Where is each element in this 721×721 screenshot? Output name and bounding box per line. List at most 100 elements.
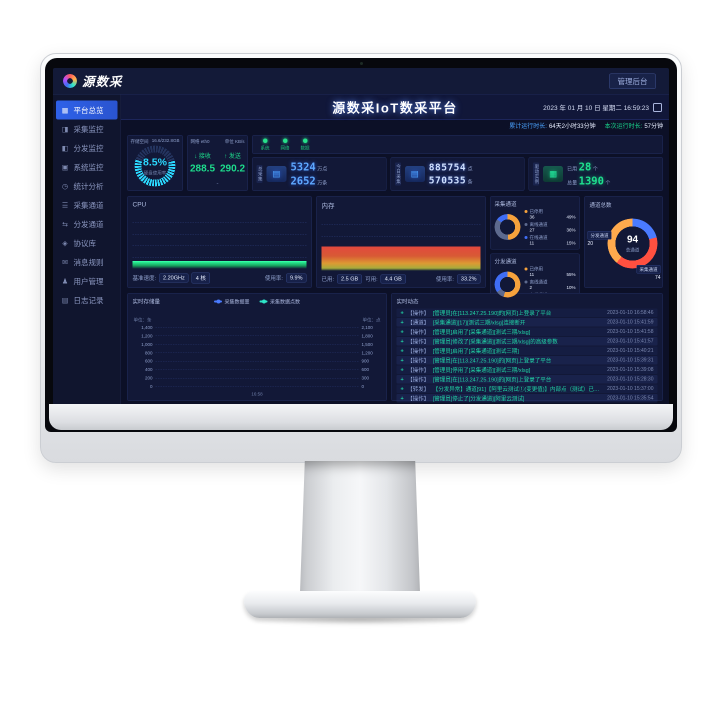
chart-legend-item[interactable]: 采集数据量 xyxy=(214,298,250,305)
sidebar-item[interactable]: ◷ 统计分析 xyxy=(53,177,121,196)
grid-row: 0 0 xyxy=(133,384,382,389)
dispatch-channels-title: 分发通道 xyxy=(494,259,517,265)
activity-row[interactable]: + 【转发】 【分发异常】通道[91]【阿里云测试①(变更值)】内部点（测试）已… xyxy=(396,384,658,393)
memory-used-label: 已用: xyxy=(321,276,335,283)
cpu-cores-value: 4 核 xyxy=(191,272,210,284)
memory-avail-value: 4.4 GB xyxy=(380,274,406,284)
legend-item[interactable]: 已停用 11 55% xyxy=(524,266,576,277)
legend-percent: 49% xyxy=(566,214,576,220)
sidebar-item-icon: ⇆ xyxy=(62,219,68,228)
legend-item[interactable]: 已停用 36 49% xyxy=(524,208,576,220)
brand: 源数采 xyxy=(53,72,123,90)
channel-total-value: 94 xyxy=(626,234,639,245)
activity-row[interactable]: + 【操作】 [管理员]在[113.247.25.190]的[网页]上登录了平台… xyxy=(396,375,658,384)
sidebar-item-icon: ◧ xyxy=(61,143,69,152)
titlebar: 源数采IoT数采平台 2023 年 01 月 10 日 星期二 16:59:23 xyxy=(121,94,669,120)
page-title: 源数采IoT数采平台 xyxy=(332,100,458,116)
driver-instance-card: 驱动实例 ▦ 已用 28 个 总量 1390 个 xyxy=(528,157,664,191)
sidebar-item[interactable]: ⇆ 分发通道 xyxy=(53,215,121,234)
uptime-total-label: 累计运行时长: xyxy=(509,122,547,130)
storage-title: 存储空间 xyxy=(130,139,149,144)
right-axis-unit: 单位：点 xyxy=(362,317,381,323)
stand-shadow xyxy=(252,615,468,625)
fullscreen-icon[interactable] xyxy=(653,102,662,112)
legend-value: 2 xyxy=(529,285,533,290)
uptime-row: 累计运行时长: 64天2小时33分钟 本次运行时长: 57分钟 xyxy=(127,120,663,131)
sidebar-item[interactable]: ♟ 用户管理 xyxy=(53,272,121,291)
activity-row[interactable]: + 【通道】 [采集通道][17][测试三期/xlsg]连接断开 2023-01… xyxy=(396,318,658,327)
network-send-label: ↑ 发送 xyxy=(224,152,241,160)
activity-row[interactable]: + 【操作】 [管理员]停止了[分发通道][阿里云测试] 2023-01-10 … xyxy=(396,394,658,403)
status-indicator: 系统 xyxy=(261,138,270,151)
sidebar-item[interactable]: ▤ 日志记录 xyxy=(53,291,121,310)
sidebar-item-label: 统计分析 xyxy=(73,182,104,191)
status-label: 网络 xyxy=(280,145,290,151)
stat-value: 885754 xyxy=(428,162,467,173)
right-axis-tick: 2,100 xyxy=(361,325,373,330)
uptime-session-value: 57分钟 xyxy=(644,122,663,130)
collect-channels-panel: 采集通道 已停用 xyxy=(490,196,580,250)
activity-message: [管理员]启用了[采集通道][测试三期/xlsg] xyxy=(432,329,531,336)
sidebar-item[interactable]: ◧ 分发监控 xyxy=(53,139,121,158)
total-collect-label: 总采集 xyxy=(256,165,263,183)
today-collect-label: 今日采集 xyxy=(394,162,401,186)
activity-row[interactable]: + 【操作】 [管理员]启用了[采集通道][测试三期] 2023-01-10 1… xyxy=(396,346,658,355)
legend-name: 已停用 xyxy=(529,266,544,272)
sidebar-item[interactable]: ◨ 采集监控 xyxy=(53,120,121,139)
chart-legend-item[interactable]: 采集数据点数 xyxy=(259,298,300,305)
sidebar-item[interactable]: ◈ 协议库 xyxy=(53,234,121,253)
memory-title: 内存 xyxy=(321,202,335,210)
gridline xyxy=(155,352,359,354)
chart-legend-marker-icon xyxy=(259,299,268,304)
sidebar-item[interactable]: ▦ 平台总览 xyxy=(56,100,118,120)
activity-timestamp: 2023-01-10 15:41:59 xyxy=(607,319,654,326)
activity-row[interactable]: + 【操作】 [管理员]在[113.247.25.190]的[网页]上登录了平台… xyxy=(396,308,658,317)
sidebar-item-label: 系统监控 xyxy=(73,163,104,172)
cpu-usage-value: 9.9% xyxy=(285,273,307,283)
activity-row[interactable]: + 【操作】 [管理员]停用了[采集通道][测试三期/xlsg] 2023-01… xyxy=(396,365,658,374)
legend-item[interactable]: 离线通道 2 10% xyxy=(524,279,576,290)
sidebar-item-label: 分发监控 xyxy=(73,144,104,153)
legend-item[interactable]: 在线通道 11 15% xyxy=(524,234,576,246)
left-axis-tick: 200 xyxy=(144,375,153,381)
network-title: 网络 eth0 xyxy=(190,139,210,144)
sidebar-item[interactable]: ✉ 消息规则 xyxy=(53,253,121,272)
sidebar-item[interactable]: ☰ 采集通道 xyxy=(53,196,121,215)
channel-total-donut xyxy=(607,218,658,269)
left-axis-tick: 600 xyxy=(144,358,153,364)
sidebar-item-icon: ▣ xyxy=(61,162,69,171)
channel-total-caption: 总通道 xyxy=(625,247,640,253)
legend-value: 36 xyxy=(529,214,535,220)
activity-timestamp: 2023-01-10 15:39:08 xyxy=(607,367,654,373)
dashboard: 源数采 管理后台 ▦ 平台总览 xyxy=(53,68,669,422)
channel-total-panel: 通道总数 94 总通道 分发通道 20 xyxy=(584,196,663,288)
grid-row: 1,400 2,100 xyxy=(133,325,382,330)
activity-row[interactable]: + 【操作】 [管理员]修改了[采集通道][测试三期/xlsg]的高级参数 20… xyxy=(396,337,658,346)
legend-value: 27 xyxy=(529,227,535,233)
right-axis-tick: 1,800 xyxy=(361,333,373,339)
grid-row: 800 1,200 xyxy=(133,350,382,355)
legend-dot-icon xyxy=(524,222,528,226)
network-send-value: 290.2 xyxy=(219,163,246,174)
legend-item[interactable]: 离线通道 27 36% xyxy=(524,221,576,233)
gridline xyxy=(155,335,359,337)
stat-value: 1390 xyxy=(578,175,604,187)
gridline xyxy=(155,377,359,379)
legend-dot-icon xyxy=(524,267,528,271)
activity-row[interactable]: + 【操作】 [管理员]启用了[采集通道][测试三期/xlsg] 2023-01… xyxy=(396,327,658,336)
gridline xyxy=(155,386,359,387)
plus-icon: + xyxy=(400,385,404,392)
stat-prefix: 已用 xyxy=(567,166,578,173)
left-axis-tick: 1,200 xyxy=(141,333,153,339)
sidebar-item[interactable]: ▣ 系统监控 xyxy=(53,158,121,177)
activity-timestamp: 2023-01-10 15:35:54 xyxy=(607,395,654,402)
stat-unit: 点 xyxy=(467,166,473,173)
activity-row[interactable]: + 【操作】 [管理员]在[113.247.25.190]的[网页]上登录了平台… xyxy=(396,356,658,365)
chart-legend-marker-icon xyxy=(214,299,222,304)
admin-backend-button[interactable]: 管理后台 xyxy=(608,73,656,89)
status-strip: 系统 网络 xyxy=(252,135,663,154)
activity-timestamp: 2023-01-10 16:58:46 xyxy=(607,310,654,316)
activity-tag: 【操作】 xyxy=(407,395,430,402)
total-collect-card: 总采集 ▤ 5324 万点 2652 万条 xyxy=(252,157,387,191)
datetime-text: 2023 年 01 月 10 日 星期二 16:59:23 xyxy=(543,104,649,112)
